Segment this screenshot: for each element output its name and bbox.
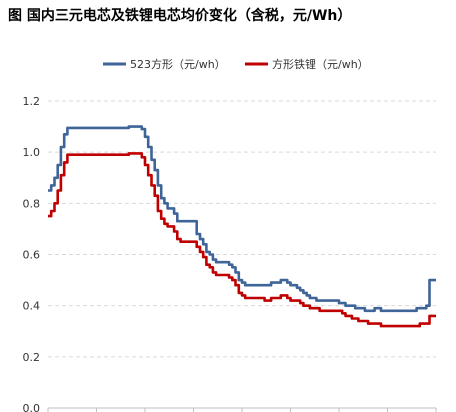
series-line-2[interactable] <box>48 152 436 328</box>
y-tick-label: 1.0 <box>23 146 41 159</box>
axes: 0.0 0.2 0.4 0.6 0.8 1.0 1.2 <box>23 95 437 412</box>
legend-label-series-1: 523方形（元/wh） <box>130 57 226 71</box>
y-tick-label: 0.8 <box>23 197 41 210</box>
y-tick-label: 1.2 <box>23 95 41 108</box>
legend-item-series-1[interactable]: 523方形（元/wh） <box>103 57 226 71</box>
y-tick-label: 0.0 <box>23 402 41 412</box>
legend-item-series-2[interactable]: 方形铁锂（元/wh） <box>245 57 369 71</box>
y-tick-label: 0.6 <box>23 249 41 262</box>
legend: 523方形（元/wh） 方形铁锂（元/wh） <box>103 57 369 71</box>
legend-label-series-2: 方形铁锂（元/wh） <box>272 57 369 71</box>
series-lines <box>48 125 436 328</box>
y-tick-label: 0.4 <box>23 300 41 313</box>
chart-title: 图 国内三元电芯及铁锂电芯均价变化（含税，元/Wh） <box>8 7 351 24</box>
gridlines <box>48 100 436 358</box>
y-tick-label: 0.2 <box>23 351 41 364</box>
series-line-1[interactable] <box>48 125 436 313</box>
